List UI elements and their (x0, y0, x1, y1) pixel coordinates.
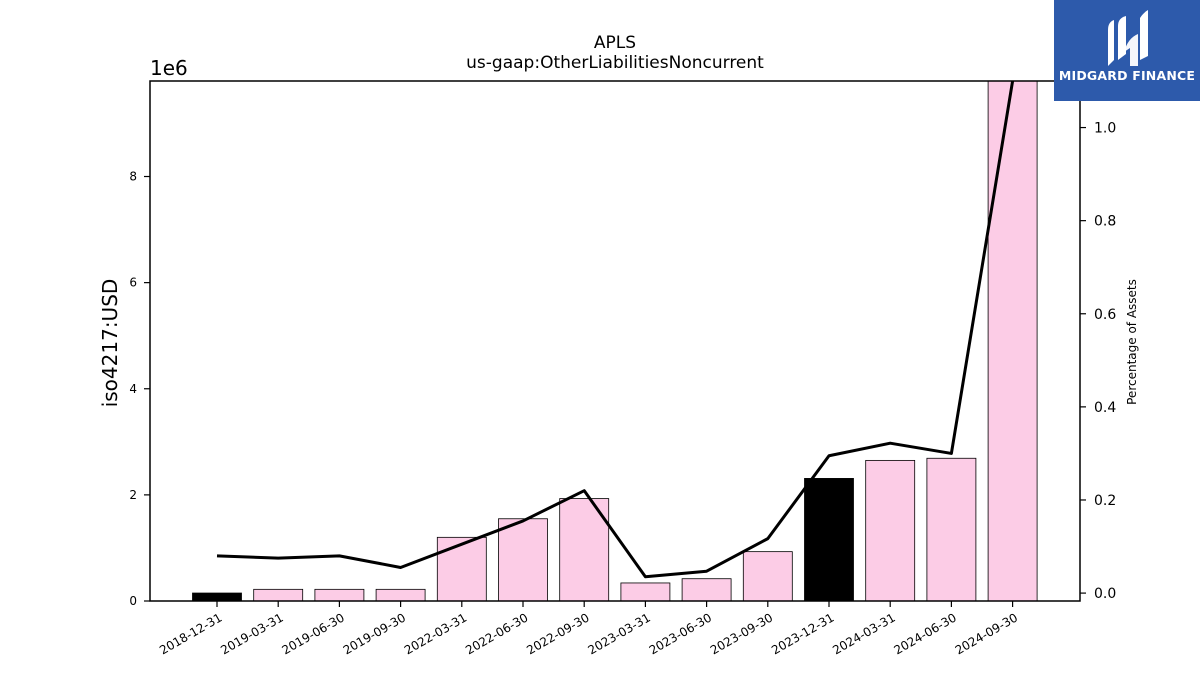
y2-tick-label: 0.4 (1094, 400, 1116, 416)
y2-tick-label: 0.8 (1094, 214, 1116, 230)
y2-axis-label: Percentage of Assets (1125, 279, 1139, 405)
percentage-line (216, 80, 1015, 579)
bar-2024-06-30 (926, 457, 977, 602)
x-tick-label: 2023-06-30 (647, 610, 714, 657)
x-tick-label: 2024-06-30 (891, 610, 958, 657)
y2-tick-label: 1.0 (1094, 121, 1116, 137)
x-tick-label: 2022-03-31 (402, 610, 469, 657)
bar-2023-06-30 (681, 578, 732, 602)
chart-subtitle: us-gaap:OtherLiabilitiesNoncurrent (466, 53, 764, 73)
x-tick-label: 2022-09-30 (524, 610, 591, 657)
y-tick-label: 4 (129, 382, 137, 396)
y2-tick-label: 0.6 (1094, 307, 1116, 323)
bar-2022-03-31 (436, 536, 487, 602)
logo-text: MIDGARD FINANCE (1058, 68, 1196, 83)
bar-2023-12-31 (804, 478, 854, 602)
logo: MIDGARD FINANCE (1054, 0, 1200, 101)
y-tick-label: 6 (129, 276, 137, 290)
x-tick-label: 2023-09-30 (708, 610, 775, 657)
bar-2023-09-30 (742, 551, 793, 602)
bar-2019-06-30 (314, 588, 365, 602)
bar-2023-03-31 (620, 582, 671, 602)
bar-2024-09-30 (987, 80, 1038, 602)
x-tick-label: 2019-09-30 (341, 610, 408, 657)
x-tick-label: 2024-09-30 (953, 610, 1020, 657)
y-tick-label: 0 (129, 594, 137, 608)
line-group (216, 80, 1015, 579)
x-tick-label: 2018-12-31 (157, 610, 224, 657)
y2-tick-label: 0.2 (1094, 493, 1116, 509)
x-tick-label: 2023-12-31 (769, 610, 836, 657)
logo-mark-icon (1108, 10, 1148, 66)
x-tick-label: 2024-03-31 (830, 610, 897, 657)
bars-group (192, 80, 1038, 602)
x-tick-label: 2019-06-30 (279, 610, 346, 657)
bar-2024-03-31 (865, 459, 916, 602)
y-tick-label: 8 (129, 170, 137, 184)
bar-2019-03-31 (253, 588, 304, 602)
bar-2018-12-31 (192, 592, 242, 602)
plot-frame (149, 80, 1081, 602)
x-tick-label: 2019-03-31 (218, 610, 285, 657)
y-axis-label: iso4217:USD (98, 279, 122, 408)
y2-tick-label: 0.0 (1094, 586, 1116, 602)
x-tick-label: 2023-03-31 (585, 610, 652, 657)
bar-2019-09-30 (375, 588, 426, 602)
y-offset-label: 1e6 (150, 56, 188, 80)
chart-title: APLS (594, 33, 636, 53)
x-tick-label: 2022-06-30 (463, 610, 530, 657)
bar-2022-06-30 (498, 518, 548, 602)
y-tick-label: 2 (129, 488, 137, 502)
